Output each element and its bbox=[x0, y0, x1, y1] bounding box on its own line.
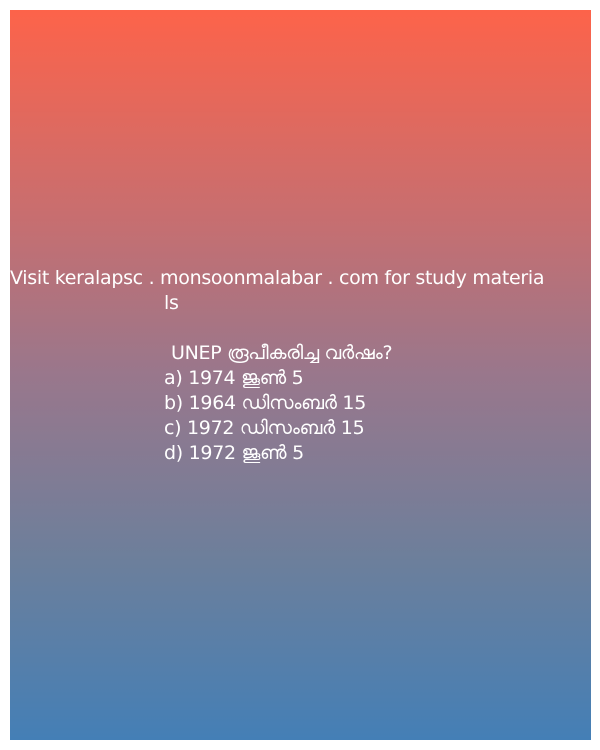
option-d: d) 1972 ജൂൺ 5 bbox=[164, 442, 304, 464]
option-a: a) 1974 ജൂൺ 5 bbox=[164, 367, 304, 389]
quiz-content: Visit keralapsc . monsoonmalabar . com f… bbox=[10, 266, 591, 466]
question-text: UNEP രൂപീകരിച്ച വർഷം? bbox=[171, 342, 393, 364]
quiz-block: UNEP രൂപീകരിച്ച വർഷം? a) 1974 ജൂൺ 5 b) 1… bbox=[10, 316, 591, 466]
promo-text-line-2: ls bbox=[164, 292, 179, 314]
promo-text-line-1: Visit keralapsc . monsoonmalabar . com f… bbox=[10, 267, 545, 289]
option-b: b) 1964 ഡിസംബർ 15 bbox=[164, 392, 366, 414]
quiz-card: Visit keralapsc . monsoonmalabar . com f… bbox=[10, 10, 591, 740]
spacer bbox=[164, 316, 591, 341]
option-c: c) 1972 ഡിസംബർ 15 bbox=[164, 417, 365, 439]
